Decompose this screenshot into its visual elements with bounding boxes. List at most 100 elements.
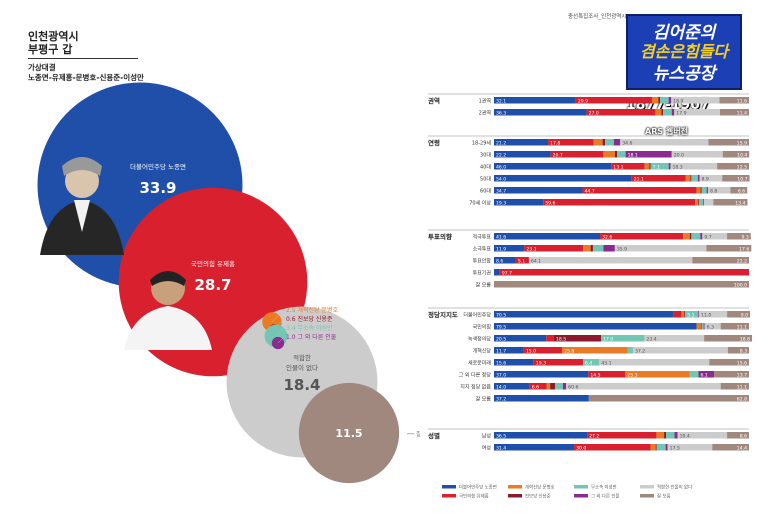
bar-value-label: 21.2 bbox=[496, 141, 506, 147]
bar-value-label: 37.0 bbox=[496, 373, 506, 379]
portrait-shirt bbox=[124, 306, 212, 350]
bar-segment bbox=[494, 323, 697, 330]
bar-segment bbox=[529, 383, 547, 390]
bar-segment bbox=[494, 257, 516, 264]
bar-segment bbox=[494, 311, 674, 318]
bar-segment bbox=[625, 151, 672, 158]
group-label: 성별 bbox=[428, 431, 440, 440]
bubble-label: ── 잘 모름 bbox=[406, 430, 420, 438]
bar-segment bbox=[727, 311, 751, 318]
bar-value-label: 60.6 bbox=[568, 385, 578, 391]
bar-segment bbox=[586, 109, 656, 116]
bar-segment bbox=[700, 323, 702, 330]
bar-segment bbox=[658, 97, 661, 104]
bar-segment bbox=[649, 163, 651, 170]
bar-segment bbox=[494, 395, 589, 402]
bar-segment bbox=[627, 347, 633, 354]
bar-segment bbox=[668, 163, 671, 170]
bar-value-label: 20.7 bbox=[553, 153, 563, 159]
bar-segment bbox=[611, 163, 645, 170]
bar-segment bbox=[528, 257, 693, 264]
bar-segment bbox=[543, 199, 696, 206]
bar-segment bbox=[695, 199, 699, 206]
bar-segment bbox=[666, 432, 675, 439]
group-label: 권역 bbox=[428, 96, 440, 105]
bar-value-label: 29.9 bbox=[578, 99, 588, 105]
row-label: 국민의힘 bbox=[473, 324, 491, 331]
legend-label: 잘 모름 bbox=[657, 493, 671, 500]
row-label: 60대 bbox=[480, 188, 491, 195]
bar-value-label: 23.4 bbox=[646, 337, 656, 343]
bar-segment bbox=[671, 97, 720, 104]
portrait-hair bbox=[62, 157, 102, 176]
bar-value-label: 25.8 bbox=[564, 349, 574, 355]
bar-value-label: 79.5 bbox=[496, 325, 506, 331]
candidate-photo-1 bbox=[40, 157, 124, 255]
bar-value-label: 13.4 bbox=[735, 201, 745, 207]
bubble bbox=[298, 382, 400, 484]
bar-segment bbox=[494, 281, 749, 288]
district-line1: 인천광역시 bbox=[28, 30, 79, 43]
logo-line2: 겸손은힘들다 bbox=[639, 42, 729, 61]
bar-segment bbox=[494, 335, 547, 342]
matchup-label: 가상대결 bbox=[28, 63, 56, 72]
bar-value-label: 18.1 bbox=[628, 153, 638, 159]
bar-segment bbox=[524, 245, 584, 252]
bar-segment bbox=[631, 175, 686, 182]
row-label: 남성 bbox=[482, 433, 491, 440]
logo-line1: 김어준의 bbox=[652, 23, 716, 43]
row-label: 지지 정당 없음 bbox=[460, 384, 491, 391]
district-title: 인천광역시 부평구 갑 bbox=[28, 30, 79, 56]
bar-segment bbox=[550, 151, 604, 158]
bar-value-label: 17.9 bbox=[676, 111, 686, 117]
bar-segment bbox=[703, 323, 705, 330]
bar-segment bbox=[494, 97, 576, 104]
bar-segment bbox=[673, 311, 682, 318]
row-label: 그 외 다른 정당 bbox=[459, 372, 492, 379]
bar-value-label: 11.7 bbox=[496, 349, 506, 355]
bar-value-label: 14.0 bbox=[496, 385, 506, 391]
small-bubble-label: 3.4 무소속 이성만 bbox=[286, 324, 333, 332]
bar-segment bbox=[708, 139, 749, 146]
bar-value-label: 6.6 bbox=[532, 385, 539, 391]
bar-segment bbox=[494, 347, 524, 354]
legend-swatch bbox=[640, 494, 654, 498]
legend-swatch bbox=[574, 485, 588, 489]
bar-segment bbox=[704, 335, 753, 342]
bar-segment bbox=[661, 109, 664, 116]
bar-segment bbox=[698, 175, 700, 182]
bubble-value: 28.7 bbox=[194, 276, 231, 294]
bar-segment bbox=[699, 311, 728, 318]
row-label: 녹색정의당 bbox=[468, 336, 491, 343]
bar-value-label: 62.8 bbox=[737, 397, 747, 403]
portrait-hair bbox=[150, 271, 186, 286]
bar-segment bbox=[566, 383, 721, 390]
news-factory-logo: 김어준의 겸손은힘들다 뉴스공장 bbox=[626, 14, 742, 90]
bar-segment bbox=[702, 233, 728, 240]
bar-segment bbox=[546, 335, 554, 342]
bar-value-label: 64.1 bbox=[531, 259, 541, 265]
bar-segment bbox=[625, 371, 690, 378]
row-label: 30대 bbox=[480, 152, 491, 159]
row-label: 40대 bbox=[480, 164, 491, 171]
bar-segment bbox=[656, 444, 666, 451]
bar-value-label: 20.5 bbox=[496, 337, 506, 343]
bar-segment bbox=[494, 432, 588, 439]
bar-value-label: 70.5 bbox=[496, 313, 506, 319]
bar-value-label: 11.1 bbox=[737, 385, 747, 391]
bar-segment bbox=[603, 245, 615, 252]
bar-segment bbox=[494, 175, 632, 182]
legend-label: 더불어민주당 노종면 bbox=[459, 484, 497, 491]
bar-segment bbox=[668, 97, 672, 104]
bar-segment bbox=[562, 347, 628, 354]
bar-segment bbox=[690, 175, 692, 182]
bar-value-label: 6.1 bbox=[701, 373, 708, 379]
bar-segment bbox=[494, 383, 530, 390]
bar-segment bbox=[681, 311, 685, 318]
bar-segment bbox=[696, 323, 701, 330]
bar-segment bbox=[494, 245, 525, 252]
bar-segment bbox=[655, 109, 662, 116]
bar-value-label: 8.9 bbox=[702, 177, 709, 183]
bubble-label: 국민의힘 유제홍 bbox=[191, 259, 235, 268]
